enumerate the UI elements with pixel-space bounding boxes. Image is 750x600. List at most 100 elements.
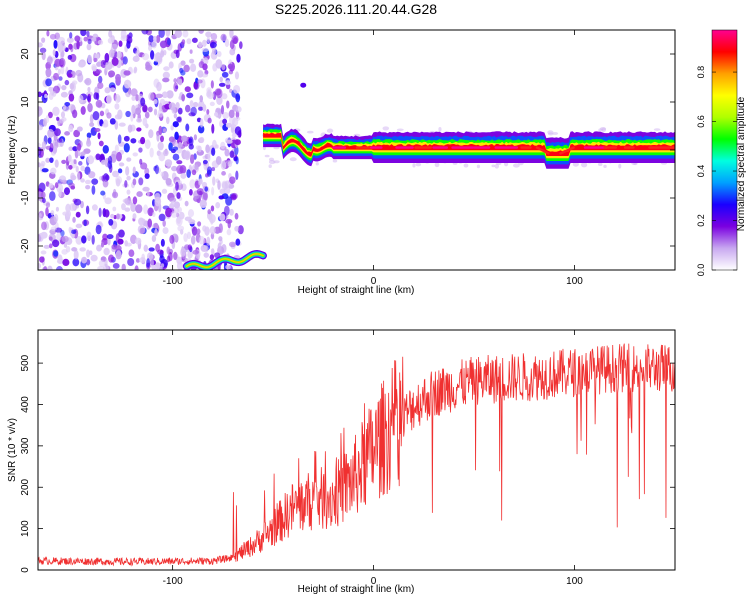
spectrogram-faint-blob (438, 127, 442, 132)
spectrogram-noise-blob (100, 190, 106, 196)
spectrogram-noise-blob (235, 93, 241, 103)
spectrogram-noise-blob (115, 250, 122, 260)
spectrogram-noise-blob (98, 207, 102, 218)
spectrogram-noise-blob (121, 203, 126, 211)
spectrogram-noise-blob (180, 135, 188, 142)
spectrogram-noise-blob (170, 210, 178, 218)
spectrogram-noise-blob (126, 157, 132, 162)
snr-panel: -100 0 100 0 100 200 300 400 500 Height of strai… (7, 329, 676, 595)
spectrogram-noise-blob (193, 80, 200, 90)
spectrogram-noise-blob (173, 78, 177, 83)
spectrogram-noise-blob (138, 147, 143, 153)
spectrogram-noise-blob (219, 188, 225, 195)
spectrogram-noise-blob (217, 180, 221, 190)
spectrogram-noise-blob (170, 124, 174, 131)
spectrogram-noise-blob (221, 64, 226, 71)
spectrogram-noise-blob (52, 106, 60, 116)
spectrogram-noise-blob (162, 71, 170, 79)
spectrogram-noise-blob (110, 213, 115, 219)
spectrogram-noise-blob (178, 78, 183, 86)
spectrogram-noise-blob (199, 95, 204, 103)
spectrogram-noise-blob (75, 211, 81, 218)
spectrogram-noise-blob (210, 32, 218, 41)
spectrogram-faint-blob (289, 157, 297, 162)
spectrogram-noise-blob (124, 180, 128, 188)
spectrogram-noise-blob (68, 182, 75, 188)
spectrogram-noise-blob (102, 233, 108, 241)
spectrogram-noise-blob (104, 87, 111, 94)
spectrogram-noise-blob (235, 170, 239, 181)
spectrogram-noise-blob (61, 84, 67, 91)
spectrogram-faint-blob (382, 126, 390, 131)
spectrogram-noise-blob (52, 145, 58, 154)
spectrogram-ridge-band (263, 132, 675, 157)
spectrogram-noise-blob (183, 233, 188, 243)
spectrogram-noise-blob (235, 238, 241, 246)
spectrogram-noise-blob (219, 213, 226, 222)
spectrogram-noise-blob (118, 229, 125, 238)
y-tick-label: 10 (20, 96, 31, 108)
spectrogram-noise-blob (176, 216, 181, 224)
spectrogram-noise-blob (41, 168, 49, 173)
spectrogram-faint-blob (547, 132, 554, 136)
spectrogram-noise-blob (80, 165, 86, 172)
spectrogram-noise-blob (102, 179, 109, 188)
spectrogram-noise-blob (202, 63, 208, 71)
spectrogram-noise-blob (80, 151, 86, 156)
spectrogram-noise-blob (165, 30, 171, 37)
spectrogram-noise-blob (229, 30, 234, 39)
spectrogram-noise-blob (168, 61, 174, 69)
spectrogram-noise-blob (87, 171, 96, 179)
spectrogram-noise-blob (215, 201, 221, 209)
spectrogram-noise-blob (141, 253, 146, 262)
spectrogram-noise-blob (197, 125, 205, 134)
spectrogram-noise-blob (141, 30, 149, 35)
snr-series-line (38, 343, 675, 567)
spectrogram-noise-blob (166, 255, 171, 263)
spectrogram-noise-blob (202, 191, 208, 202)
x-tick-label: 100 (566, 276, 583, 287)
spectrogram-noise-blob (148, 247, 155, 252)
spectrogram-noise-blob (194, 164, 199, 171)
spectrogram-faint-blob (463, 163, 469, 168)
spectrogram-noise-blob (114, 103, 120, 110)
spectrogram-noise-blob (185, 123, 190, 132)
spectrogram-noise-blob (152, 211, 156, 217)
snr-plot-area (38, 330, 675, 570)
spectrogram-noise-blob (83, 219, 87, 227)
spectrogram-noise-blob (93, 57, 98, 63)
spectrogram-noise-blob (216, 96, 223, 105)
spectrogram-noise-blob (81, 256, 88, 264)
spectrogram-noise-blob (97, 39, 104, 45)
spectrogram-noise-blob (231, 123, 235, 128)
spectrogram-noise-blob (113, 215, 117, 220)
spectrogram-noise-blob (196, 228, 201, 235)
spectrogram-noise-blob (145, 64, 153, 71)
spectrogram-noise-blob (207, 209, 212, 215)
spectrogram-faint-blob (415, 162, 422, 167)
spectrogram-noise-blob (48, 236, 53, 241)
spectrogram-noise-blob (60, 91, 68, 98)
spectrogram-noise-blob (210, 80, 214, 89)
spectrogram-noise-blob (199, 118, 204, 128)
spectrogram-faint-blob (512, 163, 520, 168)
spectrogram-noise-blob (186, 92, 194, 99)
spectrogram-noise-blob (111, 244, 118, 250)
spectrogram-noise-blob (229, 48, 236, 56)
spectrogram-noise-blob (215, 155, 222, 165)
spectrogram-noise-blob (92, 110, 100, 121)
spectrogram-noise-blob (45, 115, 50, 123)
spectrogram-noise-blob (225, 139, 233, 144)
spectrogram-noise-blob (177, 206, 182, 214)
spectrogram-noise-blob (173, 82, 178, 92)
spectrogram-noise-blob (226, 228, 232, 236)
spectrogram-noise-blob (132, 213, 137, 220)
spectrogram-noise-blob (73, 250, 79, 260)
spectrogram-noise-blob (86, 139, 92, 147)
spectrogram-noise-blob (207, 152, 211, 162)
spectrogram-noise-blob (225, 196, 233, 206)
spectrogram-noise-blob (60, 111, 66, 119)
spectrogram-faint-blob (552, 132, 559, 135)
spectrogram-noise-blob (107, 237, 111, 246)
